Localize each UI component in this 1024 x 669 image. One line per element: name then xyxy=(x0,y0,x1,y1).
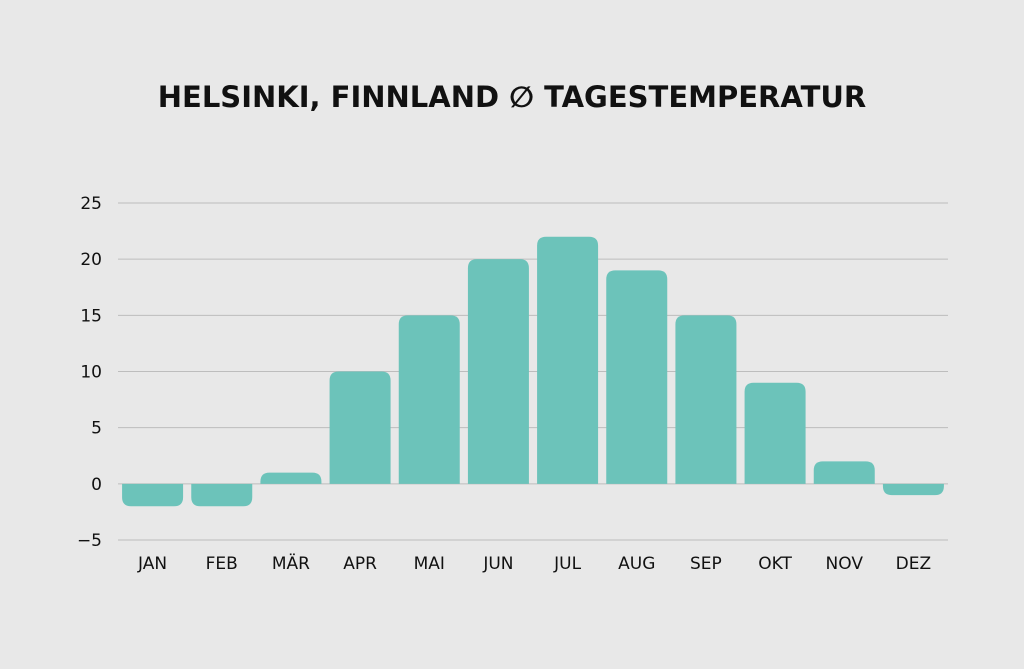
x-axis-category-labels: JAN FEB MÄR APR MAI JUN JUL AUG SEP OKT NOV DEZ xyxy=(137,553,931,574)
bar-dez xyxy=(882,483,944,496)
x-label-okt: OKT xyxy=(758,554,792,574)
y-tick-label: 15 xyxy=(80,306,102,326)
bar-okt xyxy=(744,382,806,484)
x-label-nov: NOV xyxy=(826,554,864,574)
x-label-aug: AUG xyxy=(618,554,655,574)
y-tick-label: 5 xyxy=(91,419,102,439)
y-axis-tick-labels: 25 20 15 10 5 0 −5 xyxy=(77,194,102,551)
bar-nov xyxy=(813,461,875,484)
bars xyxy=(122,236,944,507)
bar-sep xyxy=(675,315,737,484)
y-tick-label: −5 xyxy=(77,531,102,551)
bar-jan xyxy=(122,483,184,507)
bar-jun xyxy=(467,259,529,484)
y-tick-label: 0 xyxy=(91,475,102,495)
x-label-feb: FEB xyxy=(206,554,238,574)
chart-title: HELSINKI, FINNLAND ∅ TAGESTEMPERATUR xyxy=(158,80,867,114)
y-tick-label: 25 xyxy=(80,194,102,214)
bar-jul xyxy=(537,236,599,484)
bar-feb xyxy=(191,483,253,507)
bar-aug xyxy=(606,270,668,484)
grid-lines xyxy=(118,202,948,541)
bar-apr xyxy=(329,371,391,484)
bar-mai xyxy=(398,315,460,484)
x-label-apr: APR xyxy=(343,554,377,574)
bar-mär xyxy=(260,472,322,484)
x-label-jan: JAN xyxy=(137,554,167,574)
x-label-mai: MAI xyxy=(414,554,445,574)
y-tick-label: 10 xyxy=(80,363,102,383)
y-tick-label: 20 xyxy=(80,250,102,270)
x-label-sep: SEP xyxy=(690,554,722,574)
x-label-mär: MÄR xyxy=(272,553,310,574)
x-label-dez: DEZ xyxy=(896,554,931,574)
x-label-jul: JUL xyxy=(553,554,581,574)
x-label-jun: JUN xyxy=(482,554,513,574)
